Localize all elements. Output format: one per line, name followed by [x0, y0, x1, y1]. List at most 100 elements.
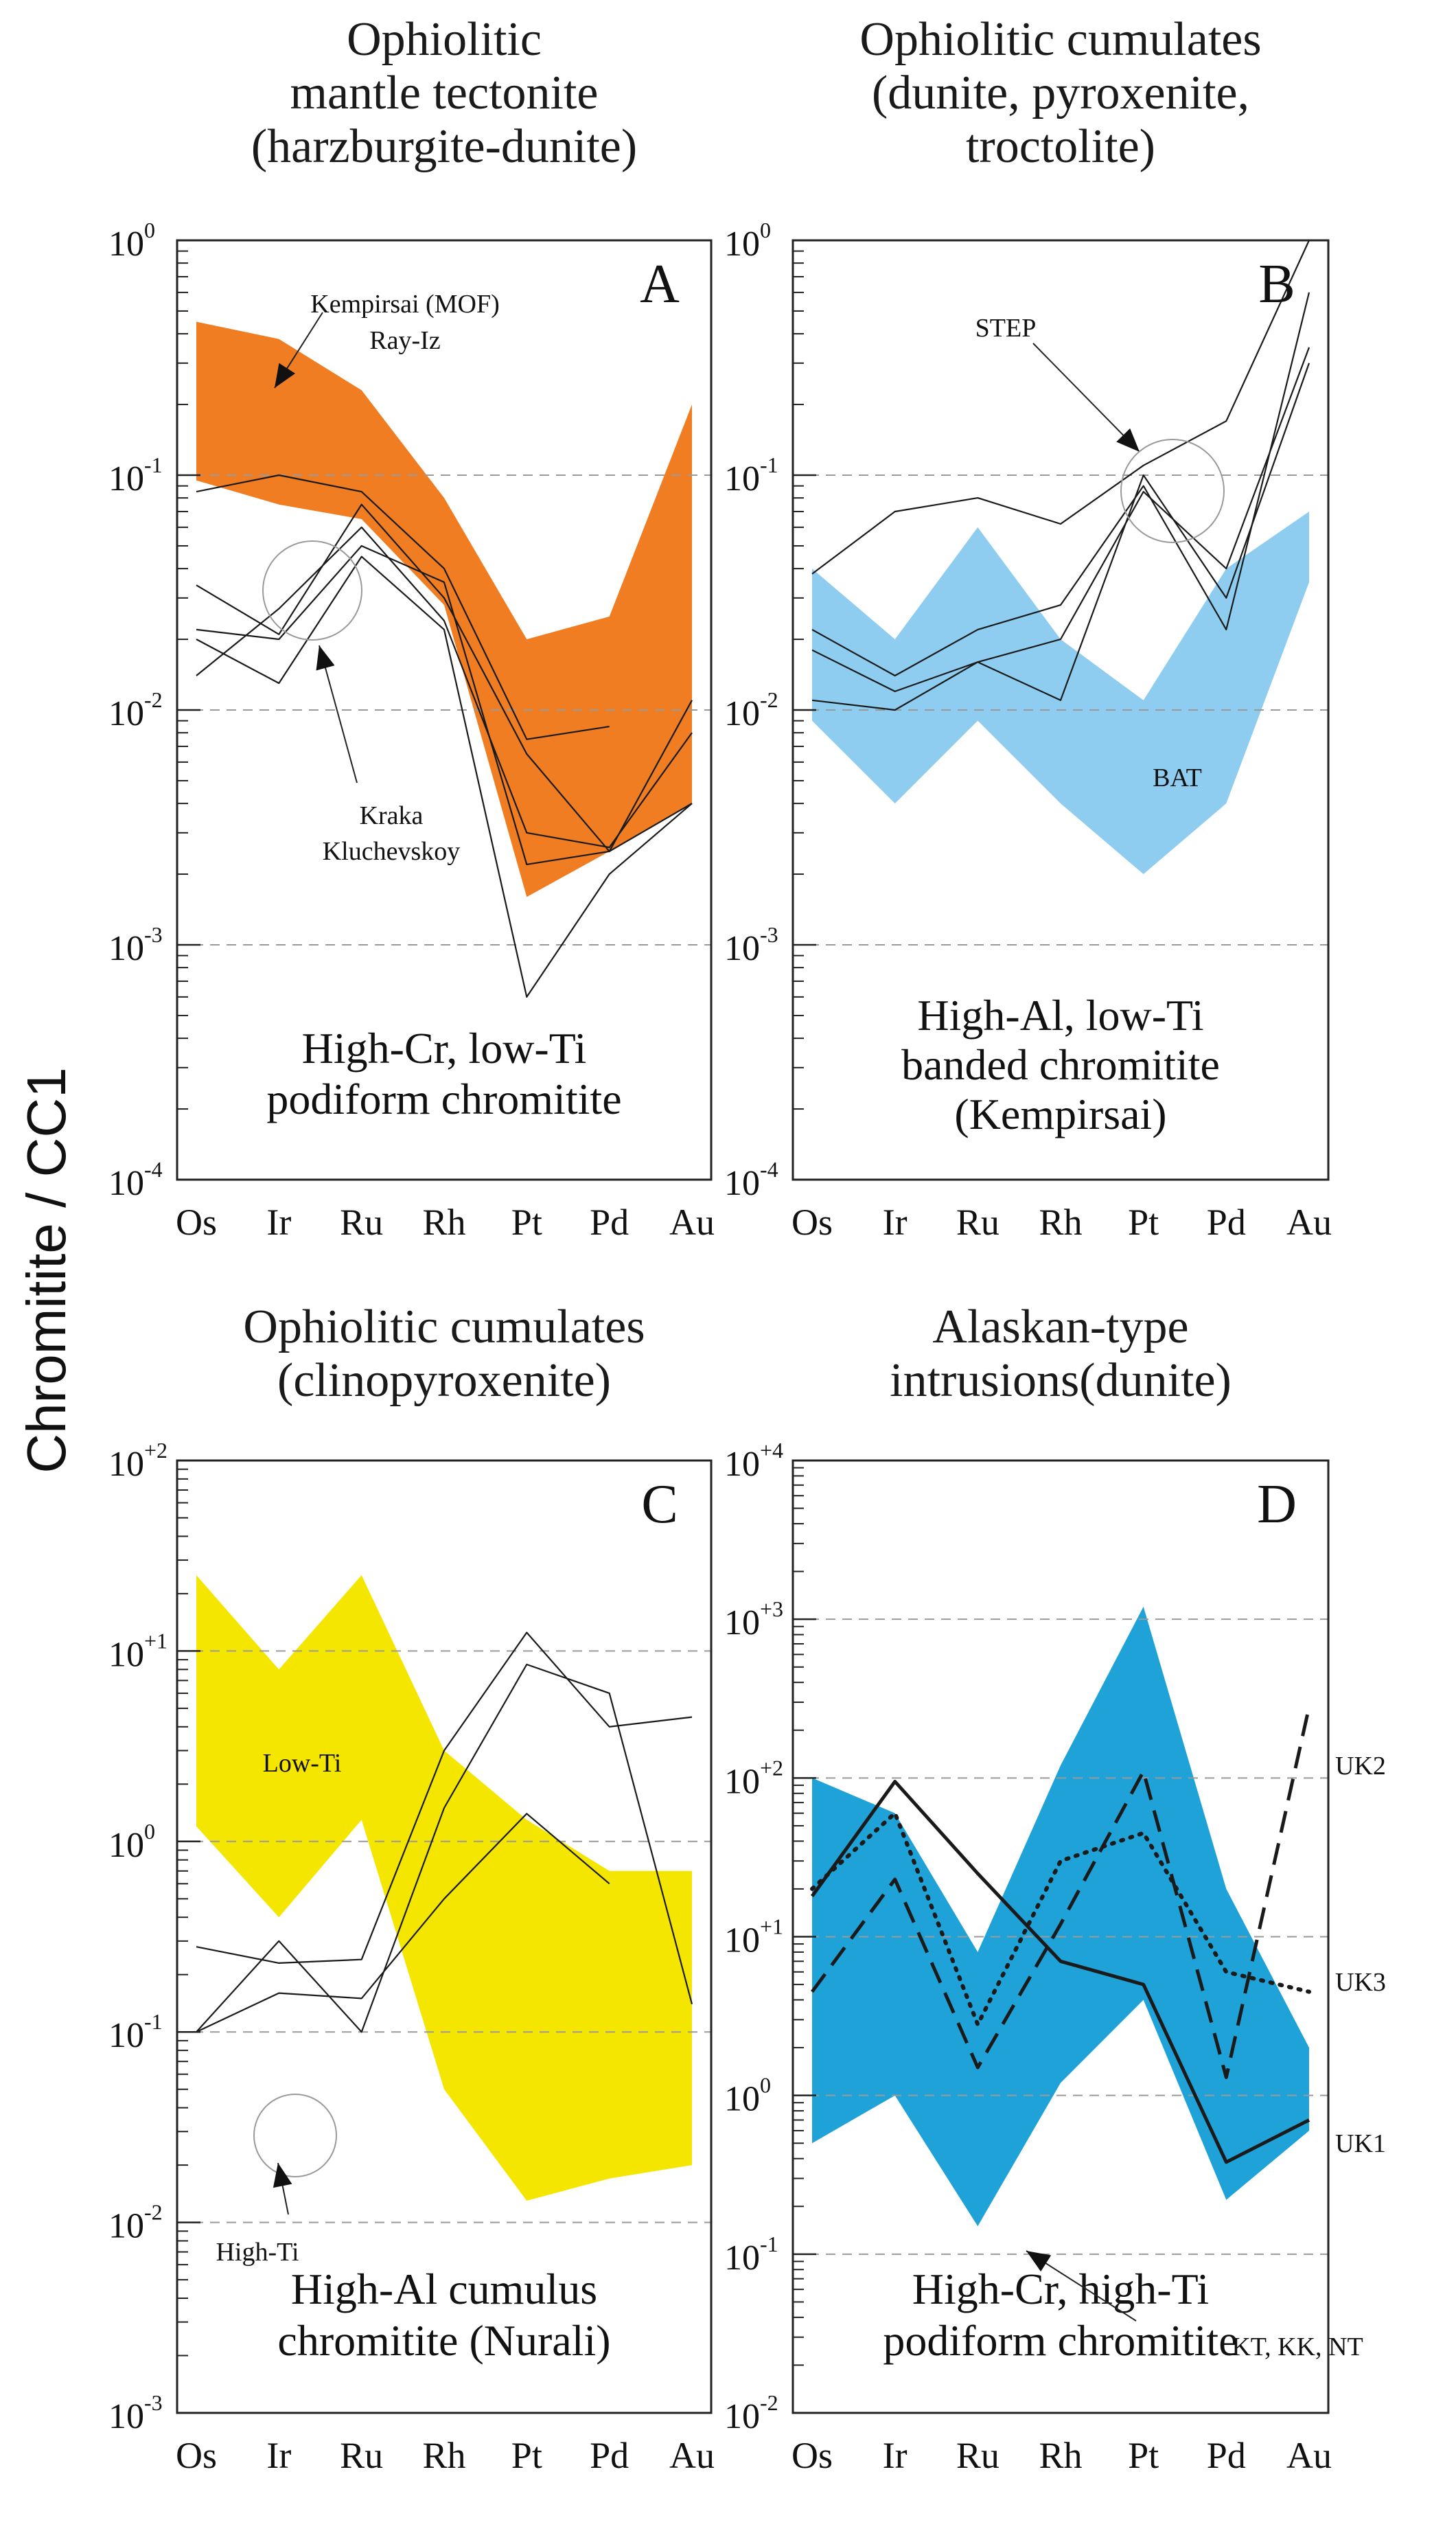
panel-d-ytick-label: 10+3 — [724, 1596, 783, 1642]
y-axis-title: Chromitite / CC1 — [16, 1067, 77, 1473]
panel-a-x-tick-label: Ir — [266, 1202, 291, 1243]
panel-c-arrow-head — [273, 2163, 292, 2188]
panel-b-x-tick-label: Pd — [1207, 1202, 1246, 1243]
panel-d-title-line: intrusions(dunite) — [890, 1354, 1232, 1407]
panel-c-title-line: (clinopyroxenite) — [277, 1354, 611, 1407]
panel-b-caption-line: banded chromitite — [901, 1040, 1220, 1089]
panel-a-annotation: Kempirsai (MOF) — [310, 290, 499, 319]
panel-d-series-uk1 — [810, 1780, 1310, 2164]
panel-b-letter: B — [1258, 254, 1295, 314]
panel-a-arrow-head — [275, 363, 296, 388]
panel-a-caption-line: podiform chromitite — [266, 1075, 621, 1123]
panel-b-arrow-head — [1116, 428, 1140, 452]
panel-d-series-uk2 — [810, 1706, 1311, 2079]
panel-d-x-tick-label: Pd — [1207, 2435, 1246, 2476]
panel-c-ytick-label: 10+1 — [108, 1628, 167, 1674]
panel-c-x-tick-label: Pd — [590, 2435, 629, 2476]
panel-a-x-tick-label: Pt — [511, 1202, 542, 1243]
panel-b-x-tick-label: Ru — [956, 1202, 999, 1243]
panel-d-x-tick-label: Au — [1286, 2435, 1332, 2476]
panel-a-x-tick-label: Rh — [422, 1202, 465, 1243]
panel-d-x-tick-label: Pt — [1128, 2435, 1159, 2476]
panel-a-title-line: (harzburgite-dunite) — [251, 120, 637, 173]
panel-d-caption-line: podiform chromitite — [883, 2316, 1238, 2365]
panel-d-ytick-label: 10+2 — [724, 1755, 783, 1801]
panel-a-x-tick-label: Os — [176, 1202, 217, 1243]
panel-b-annotation: STEP — [975, 314, 1037, 343]
panel-c-caption-line: chromitite (Nurali) — [277, 2316, 610, 2365]
panel-a-highlight-circle — [262, 540, 362, 641]
panel-a-ytick-label: 100 — [108, 218, 155, 264]
panel-b-ytick-label: 10-1 — [724, 453, 778, 499]
panel-c-ytick-label: 10-2 — [108, 2200, 163, 2246]
panel-b-caption-line: (Kempirsai) — [954, 1090, 1166, 1138]
panel-d-x-tick-label: Ru — [956, 2435, 999, 2476]
panel-c-x-tick-label: Ir — [266, 2435, 291, 2476]
panel-a-ytick-label: 10-1 — [108, 453, 163, 499]
panel-b-ytick-label: 10-2 — [724, 687, 778, 733]
panel-c-annotation: Low-Ti — [263, 1749, 342, 1778]
panel-a-ytick-label: 10-4 — [108, 1157, 163, 1203]
panel-a-annotation: Kraka — [360, 801, 424, 830]
panel-b-title-line: Ophiolitic cumulates — [859, 13, 1261, 66]
panel-a-ytick-label: 10-3 — [108, 922, 163, 968]
panel-c-series-high-ti-3 — [196, 1813, 610, 2033]
panel-b-title-line: (dunite, pyroxenite, — [872, 67, 1249, 119]
panel-b: Ophiolitic cumulates(dunite, pyroxenite,… — [724, 13, 1332, 1243]
panel-a-annotation: Ray-Iz — [369, 326, 440, 355]
panel-c-highlight-circle — [253, 2094, 337, 2177]
panel-a-x-tick-label: Au — [669, 1202, 715, 1243]
panel-b-series-step-3 — [811, 363, 1310, 701]
panel-d-ytick-label: 100 — [724, 2073, 771, 2119]
panel-c-x-tick-label: Ru — [340, 2435, 383, 2476]
panel-a-title-line: Ophiolitic — [347, 13, 542, 66]
panel-d-annotation: KT, KK, NT — [1232, 2333, 1363, 2361]
panel-a-x-tick-label: Pd — [590, 1202, 629, 1243]
panel-b-band-0 — [812, 512, 1309, 874]
panel-a-series-profile-1 — [196, 474, 610, 740]
panel-d-letter: D — [1257, 1474, 1297, 1535]
panel-d-ytick-label: 10-1 — [724, 2232, 778, 2278]
panel-b-series-step-2 — [811, 292, 1310, 677]
panel-c-x-tick-label: Os — [176, 2435, 217, 2476]
panel-b-highlight-circle — [1120, 439, 1225, 543]
panel-b-series-step-1 — [811, 240, 1310, 575]
panel-c-title-line: Ophiolitic cumulates — [243, 1301, 645, 1353]
panel-d-series-label: UK2 — [1335, 1752, 1386, 1780]
panel-d-caption-line: High-Cr, high-Ti — [912, 2265, 1209, 2313]
panel-b-arrow — [1032, 343, 1140, 453]
panel-b-ytick-label: 10-4 — [724, 1157, 778, 1203]
panel-c-letter: C — [641, 1474, 678, 1535]
panel-c-ytick-label: 100 — [108, 1819, 155, 1865]
panel-d-title-line: Alaskan-type — [932, 1301, 1188, 1353]
panel-d-ytick-label: 10-2 — [724, 2390, 778, 2436]
panel-a-series-profile-3 — [196, 526, 693, 849]
panel-d-ytick-label: 10+4 — [724, 1438, 783, 1484]
panel-c-band-0 — [196, 1575, 692, 2201]
panel-c-ytick-label: 10-1 — [108, 2009, 163, 2055]
panel-c-series-high-ti-2 — [196, 1663, 693, 2033]
panel-a-ytick-label: 10-2 — [108, 687, 163, 733]
panel-a-caption-line: High-Cr, low-Ti — [302, 1024, 587, 1073]
panel-b-ytick-label: 100 — [724, 218, 771, 264]
panel-c-ytick-label: 10-3 — [108, 2390, 163, 2436]
panel-b-x-tick-label: Pt — [1128, 1202, 1159, 1243]
panel-c-x-tick-label: Pt — [511, 2435, 542, 2476]
panel-d-ytick-label: 10+1 — [724, 1914, 783, 1960]
panel-d-series-uk3 — [810, 1811, 1311, 2027]
panel-d-x-tick-label: Ir — [883, 2435, 908, 2476]
panel-b-x-tick-label: Ir — [883, 1202, 908, 1243]
panel-b-x-tick-label: Au — [1286, 1202, 1332, 1243]
panel-d-arrow-head — [1026, 2251, 1052, 2272]
panel-a-x-tick-label: Ru — [340, 1202, 383, 1243]
panel-c-x-tick-label: Rh — [422, 2435, 465, 2476]
panel-b-x-tick-label: Os — [791, 1202, 833, 1243]
panel-a-annotation: Kluchevskoy — [323, 837, 461, 866]
panel-c-series-high-ti-1 — [196, 1631, 693, 1964]
panel-d-series-label: UK1 — [1335, 2129, 1386, 2158]
panel-a-title-line: mantle tectonite — [290, 67, 599, 119]
panel-d-series-label: UK3 — [1335, 1968, 1386, 1997]
